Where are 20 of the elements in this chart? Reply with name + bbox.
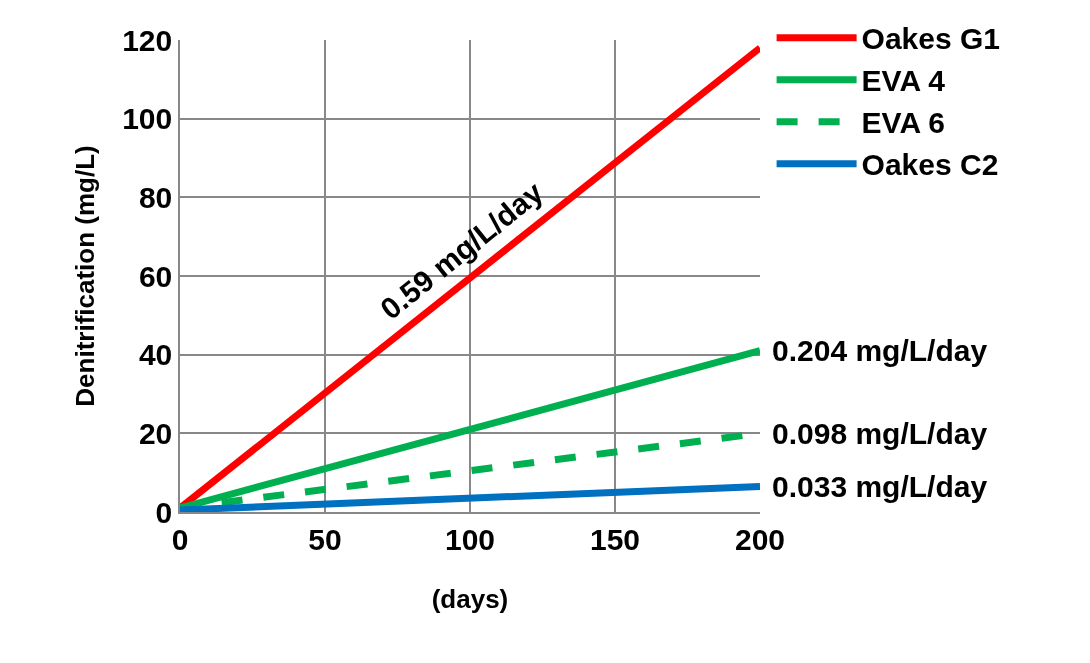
x-tick-label: 100 [444, 522, 496, 556]
legend-label: Oakes C2 [861, 148, 999, 182]
x-tick-label: 200 [734, 522, 786, 556]
y-axis-title: Denitrification (mg/L) [70, 145, 101, 407]
text: 0.204 mg/L/day [772, 334, 988, 367]
legend-label: EVA 6 [861, 106, 945, 140]
y-tick-label: 80 [138, 180, 173, 214]
x-axis-title: (days) [431, 583, 509, 614]
y-tick-label: 40 [138, 338, 173, 372]
legend-label: EVA 4 [861, 64, 946, 98]
y-tick-label: 20 [138, 416, 173, 450]
x-tick-label: 150 [589, 522, 641, 556]
text: 0.033 mg/L/day [772, 470, 988, 503]
y-tick-label: 0 [155, 495, 173, 529]
y-tick-label: 100 [122, 102, 173, 136]
text: 0.098 mg/L/day [772, 417, 988, 450]
y-tick-label: 60 [138, 259, 173, 293]
x-tick-label: 50 [308, 522, 342, 556]
legend-label: Oakes G1 [861, 22, 1001, 56]
y-tick-label: 120 [122, 23, 173, 57]
